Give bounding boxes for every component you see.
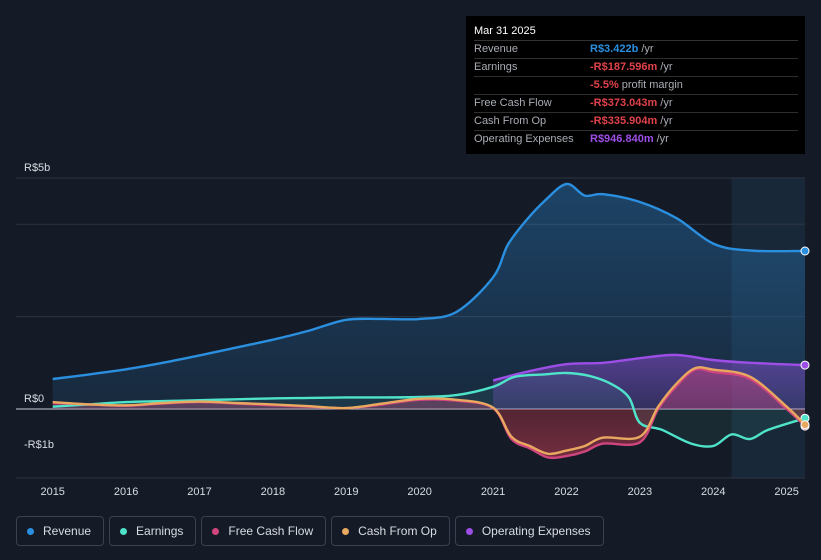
- cash-from-op-line: [52, 366, 806, 456]
- x-tick-label: 2020: [407, 486, 431, 498]
- tooltip-unit: /yr: [660, 115, 673, 127]
- legend-dot-icon: [120, 527, 128, 535]
- revenue-end-point: [800, 246, 810, 256]
- x-tick-label: 2022: [554, 486, 578, 498]
- tooltip-date: Mar 31 2025: [474, 23, 798, 41]
- legend: Revenue Earnings Free Cash Flow Cash Fro…: [16, 516, 604, 546]
- legend-item-earnings[interactable]: Earnings: [109, 516, 197, 546]
- tooltip-value: R$946.840m: [590, 133, 654, 145]
- tooltip-unit: /yr: [656, 133, 669, 145]
- tooltip-value: -R$373.043m: [590, 97, 658, 109]
- legend-dot-icon: [342, 527, 350, 535]
- legend-label: Cash From Op: [358, 524, 437, 538]
- x-tick-label: 2017: [187, 486, 211, 498]
- x-tick-label: 2018: [261, 486, 285, 498]
- tooltip-label: Operating Expenses: [474, 133, 574, 145]
- x-tick-label: 2019: [334, 486, 358, 498]
- operating-expenses-end-point: [800, 360, 810, 370]
- free-cash-flow-negative-area: [52, 409, 805, 458]
- tooltip-label: Earnings: [474, 61, 518, 73]
- legend-item-cash-from-op[interactable]: Cash From Op: [331, 516, 450, 546]
- tooltip-row-earnings: Earnings -R$187.596m /yr: [474, 59, 798, 77]
- y-axis-label: R$0: [24, 393, 44, 405]
- tooltip-value: -R$187.596m: [590, 61, 658, 73]
- tooltip-row-free-cash-flow: Free Cash Flow -R$373.043m /yr: [474, 95, 798, 113]
- tooltip-unit: /yr: [660, 61, 673, 73]
- tooltip-label: Cash From Op: [474, 115, 547, 127]
- revenue-area: [52, 183, 805, 409]
- free-cash-flow-positive-area: [52, 368, 805, 409]
- legend-dot-icon: [27, 527, 34, 535]
- tooltip-row-profit-margin: -5.5% profit margin: [474, 77, 798, 95]
- cash-from-op-end-point: [800, 420, 810, 430]
- tooltip-unit: /yr: [641, 43, 654, 55]
- earnings-area: [52, 372, 805, 447]
- legend-label: Earnings: [136, 524, 184, 538]
- y-axis-label: R$5b: [24, 162, 50, 174]
- legend-label: Revenue: [43, 524, 92, 538]
- legend-label: Operating Expenses: [481, 524, 591, 538]
- x-tick-label: 2016: [114, 486, 138, 498]
- legend-label: Free Cash Flow: [228, 524, 314, 538]
- tooltip-value: -5.5%: [590, 79, 619, 91]
- tooltip-row-operating-expenses: Operating Expenses R$946.840m /yr: [474, 131, 798, 148]
- tooltip-unit: /yr: [660, 97, 673, 109]
- x-tick-label: 2015: [40, 486, 64, 498]
- legend-dot-icon: [465, 527, 473, 535]
- tooltip-value: -R$335.904m: [590, 115, 658, 127]
- x-tick-label: 2021: [481, 486, 505, 498]
- tooltip-row-cash-from-op: Cash From Op -R$335.904m /yr: [474, 113, 798, 131]
- legend-dot-icon: [212, 527, 220, 535]
- operating-expenses-line: [492, 353, 806, 382]
- x-tick-label: 2025: [774, 486, 798, 498]
- tooltip-label: Free Cash Flow: [474, 97, 552, 109]
- tooltip-label: Revenue: [474, 43, 519, 55]
- tooltip-unit: profit margin: [621, 79, 683, 91]
- earnings-line: [52, 371, 806, 448]
- tooltip-value: R$3.422b: [590, 43, 639, 55]
- y-axis-label: -R$1b: [24, 439, 54, 451]
- tooltip-row-revenue: Revenue R$3.422b /yr: [474, 41, 798, 59]
- legend-item-revenue[interactable]: Revenue: [16, 516, 105, 546]
- revenue-line: [52, 182, 806, 381]
- x-tick-label: 2023: [628, 486, 652, 498]
- tooltip-panel: Mar 31 2025 Revenue R$3.422b /yr Earning…: [466, 16, 805, 154]
- x-tick-label: 2024: [701, 486, 725, 498]
- legend-item-operating-expenses[interactable]: Operating Expenses: [454, 516, 604, 546]
- tooltip-label: [474, 77, 590, 94]
- legend-item-free-cash-flow[interactable]: Free Cash Flow: [201, 516, 327, 546]
